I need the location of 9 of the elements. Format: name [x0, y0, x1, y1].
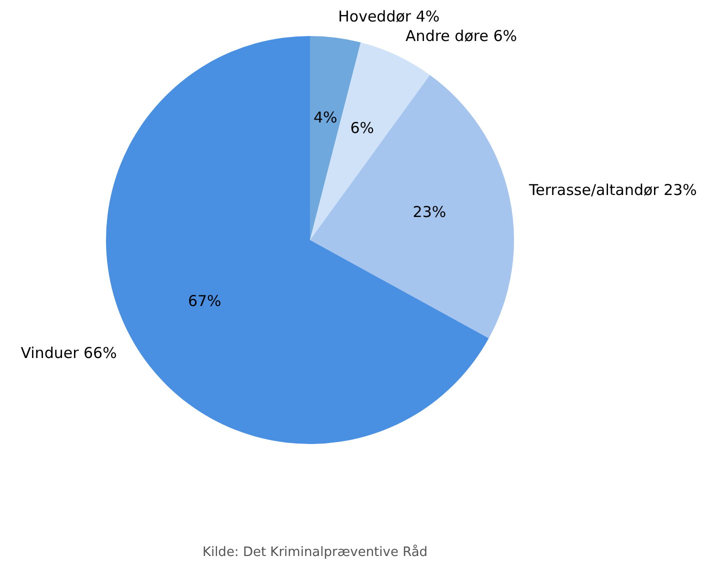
slice-label: Hoveddør 4% [338, 7, 440, 26]
slice-label: Vinduer 66% [20, 344, 117, 362]
data-label: 6% [350, 119, 374, 138]
slice-label: Terrasse/altandør 23% [528, 180, 697, 199]
text: Kilde: Det Kriminalpræventive Råd [202, 544, 428, 560]
data-label: 23% [412, 203, 446, 222]
slice-label: Andre døre 6% [406, 26, 517, 45]
data-label: 67% [188, 292, 222, 310]
data-label: 4% [313, 108, 338, 126]
